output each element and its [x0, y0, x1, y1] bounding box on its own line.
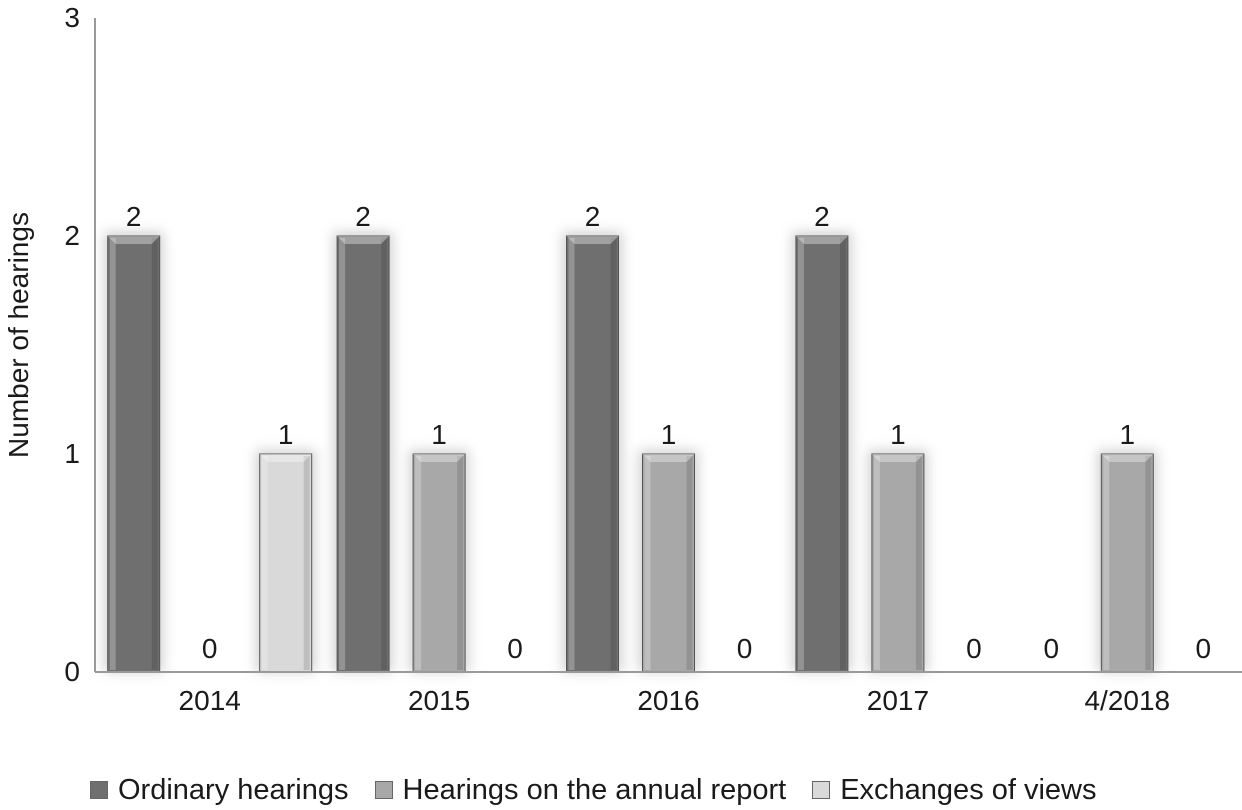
bar-bevel-right [839, 238, 846, 670]
legend-label: Ordinary hearings [118, 773, 349, 806]
legend-label: Hearings on the annual report [402, 773, 787, 806]
bar-body [642, 453, 695, 673]
bar-bevel-left [339, 238, 346, 670]
bar-bevel-left [873, 456, 880, 670]
bar-bevel-top [566, 236, 619, 244]
bar [107, 235, 161, 673]
y-tick-label: 0 [64, 656, 80, 687]
bar-bevel-top [795, 236, 848, 244]
bar-bevel-top [107, 236, 160, 244]
bar-bevel-top [413, 454, 466, 462]
bar-body [871, 453, 925, 673]
bar-bevel-left [261, 456, 268, 670]
bar-bevel-right [457, 456, 464, 670]
legend-swatch [374, 781, 393, 799]
bar-bevel-right [686, 456, 693, 670]
bar-body [412, 453, 466, 673]
y-tick-label: 2 [64, 220, 80, 251]
bar [336, 235, 390, 673]
legend-item: Exchanges of views [812, 773, 1097, 807]
x-category-label: 2017 [867, 685, 929, 716]
bar-chart: 0 1 2 3 2 0 1 2 1 0 2 1 0 2 1 0 0 1 0 2014 2015 2016 2017 4/2… [3, 2, 1242, 716]
x-category-label: 2014 [179, 685, 241, 716]
bar-body [336, 235, 390, 673]
bar-bevel-left [109, 238, 116, 670]
bar-bevel-right [151, 238, 158, 670]
bar-body [566, 235, 619, 673]
bar-bevel-right [381, 238, 388, 670]
y-tick-label: 1 [64, 438, 80, 469]
data-label: 2 [355, 201, 371, 232]
data-label: 1 [278, 419, 294, 450]
bar-bevel-left [797, 238, 804, 670]
data-label: 1 [1120, 419, 1136, 450]
legend-item: Hearings on the annual report [374, 773, 787, 807]
bar-bevel-left [568, 238, 575, 670]
bar-bevel-left [644, 456, 651, 670]
bar [259, 453, 313, 673]
bar-body [795, 235, 849, 673]
bar-bevel-top [871, 454, 924, 462]
bar [566, 235, 619, 673]
data-label: 0 [507, 633, 523, 664]
x-category-label: 4/2018 [1084, 685, 1170, 716]
legend-swatch [90, 781, 108, 799]
data-label: 1 [661, 419, 677, 450]
data-label: 2 [814, 201, 830, 232]
legend-label: Exchanges of views [840, 773, 1097, 806]
data-label: 0 [1196, 633, 1212, 664]
data-label: 0 [966, 633, 982, 664]
bar [412, 453, 466, 673]
data-label: 0 [202, 633, 218, 664]
data-label: 0 [737, 633, 753, 664]
y-tick-label: 3 [64, 2, 80, 33]
bar-body [259, 453, 313, 673]
legend: Ordinary hearings Hearings on the annual … [0, 770, 1242, 810]
x-category-label: 2016 [637, 685, 699, 716]
legend-swatch [812, 781, 831, 799]
bar-bevel-right [610, 238, 617, 670]
bar-bevel-top [642, 454, 695, 462]
y-axis-title: Number of hearings [3, 212, 34, 458]
data-label: 0 [1044, 633, 1060, 664]
bar [642, 453, 695, 673]
legend-item: Ordinary hearings [90, 774, 349, 807]
bar-bevel-left [415, 456, 422, 670]
data-label: 2 [585, 201, 601, 232]
bar-bevel-top [259, 454, 312, 462]
bar-bevel-right [1145, 456, 1152, 670]
bar-bevel-top [337, 236, 390, 244]
bar-bevel-top [1101, 454, 1154, 462]
bar-body [1100, 453, 1154, 673]
x-category-label: 2015 [408, 685, 470, 716]
bar [871, 453, 925, 673]
data-label: 2 [126, 201, 142, 232]
bar-bevel-right [915, 456, 922, 670]
bar [795, 235, 849, 673]
bar-body [107, 235, 161, 673]
data-label: 1 [890, 419, 906, 450]
bar-bevel-right [303, 456, 310, 670]
data-label: 1 [431, 419, 447, 450]
bar [1100, 453, 1154, 673]
bar-bevel-left [1103, 456, 1110, 670]
